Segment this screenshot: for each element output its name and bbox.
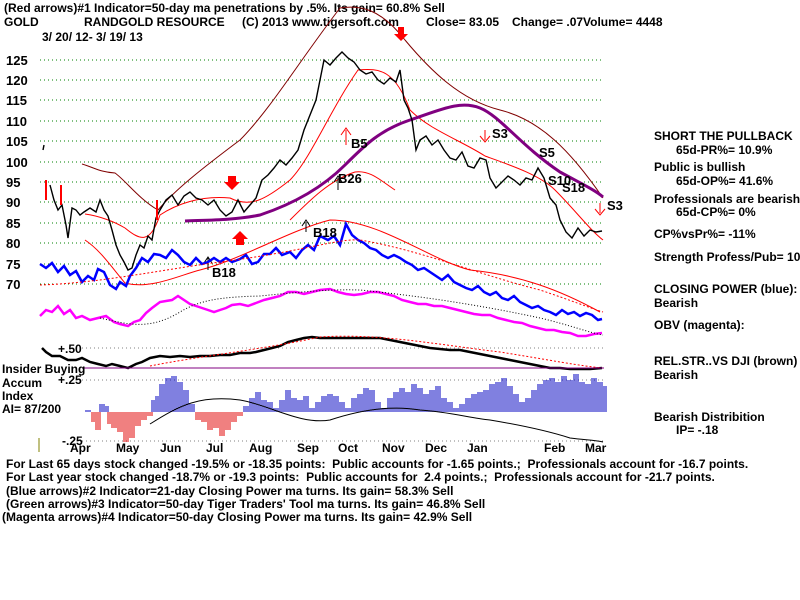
price-bars [42,51,603,271]
relstr-value: Bearish [654,368,699,382]
closing-power-ma [39,239,604,313]
y-tick-110: 110 [6,114,27,129]
month-dec: Dec [425,441,448,455]
public-status: Public is bullish [654,160,746,174]
y-tick-75: 75 [6,257,21,272]
month-mar: Mar [585,441,607,455]
change-label: Change= .07 [512,15,584,29]
company-name: RANDGOLD RESOURCE [84,15,225,29]
label-minus25: -.25 [62,434,83,448]
month-jun: Jun [160,441,182,455]
cp-vs-pr: CP%vsPr%= -11% [654,227,756,241]
annotation-s5: S5 [539,145,555,160]
label-plus50: +.50 [58,342,82,356]
annotation-b18-jul: B18 [212,265,236,280]
label-ai: AI= 87/200 [2,402,62,416]
lower-grid [82,347,604,442]
inner-band [289,171,396,221]
y-tick-120: 120 [6,73,28,88]
volume-label: Volume= 4448 [583,15,663,29]
month-oct: Oct [338,441,359,455]
lower-band [84,219,601,313]
month-aug: Aug [249,441,273,455]
annotation-b26: B26 [338,171,362,186]
footer-blue-arrows: (Blue arrows)#2 Indicator=21-day Closing… [6,484,454,498]
change-value: .07 [566,15,584,29]
closing-power-value: Bearish [654,296,699,310]
footer-green-arrows: (Green arrows)#3 Indicator=50-day Tiger … [6,497,486,511]
y-tick-80: 80 [6,236,21,251]
accum-bars [85,374,607,442]
obv-label: OBV (magenta): [654,318,745,332]
ticker: GOLD [4,15,39,29]
professionals-status: Professionals are bearish [654,192,800,206]
annotation-s3-mar: S3 [607,198,623,213]
obv-line [39,287,603,338]
ma50-line [84,69,604,241]
annotation-b18-aug: B18 [313,225,337,240]
footer-65day: For Last 65 days stock changed -19.5% or… [6,457,749,471]
cp-value: 65d-CP%= 0% [676,205,756,219]
relstr-line [41,335,603,371]
accum-ma [149,398,604,443]
y-tick-95: 95 [6,175,21,190]
relstr-label: REL.STR..VS DJI (brown) [654,354,798,368]
y-tick-100: 100 [6,155,28,170]
closing-power-line [39,220,603,322]
label-accum: Accum [2,376,43,390]
y-tick-90: 90 [6,195,21,210]
close-label: Close= 83.05 [426,15,500,29]
closing-power-label: CLOSING POWER (blue): [654,282,798,296]
footer-year: For Last year stock changed -18.7% or -1… [6,470,715,484]
label-plus25: +.25 [58,373,82,387]
y-tick-105: 105 [6,134,28,149]
close-value: 83.05 [469,15,500,29]
strength-ratio: Strength Profess/Pub= 10 [654,250,800,264]
footer-magenta-arrows: (Magenta arrows)#4 Indicator=50-day Clos… [2,510,473,524]
y-tick-70: 70 [6,277,21,292]
label-insider-buying: Insider Buying [2,362,86,376]
month-apr: Apr [70,441,91,455]
price-grid [40,59,604,285]
signal-label: SHORT THE PULLBACK [654,129,793,143]
pr-value: 65d-PR%= 10.9% [676,143,773,157]
month-jul: Jul [206,441,224,455]
annotation-b5: B5 [351,136,368,151]
ma200-line [184,103,604,223]
month-jan: Jan [467,441,488,455]
month-may: May [116,441,140,455]
copyright: (C) 2013 www.tigersoft.com [242,15,399,29]
y-tick-85: 85 [6,216,21,231]
y-tick-125: 125 [6,53,28,68]
date-range: 3/ 20/ 12- 3/ 19/ 13 [42,30,143,44]
op-value: 65d-OP%= 41.6% [676,174,774,188]
upper-band [81,6,604,211]
annotation-s3-dec: S3 [492,126,508,141]
month-sep: Sep [297,441,320,455]
month-feb: Feb [544,441,566,455]
y-tick-115: 115 [6,93,27,108]
annotation-s10: S10 [548,173,572,188]
month-nov: Nov [382,441,405,455]
annotation-s18: S18 [562,180,586,195]
volume-value: 4448 [635,15,663,29]
label-index: Index [2,389,34,403]
red-arrows [45,27,606,245]
indicator-1-text: (Red arrows)#1 Indicator=50-day ma penet… [4,1,445,15]
ip-value: IP= -.18 [676,423,719,437]
distribution-label: Bearish Distribition [654,410,765,424]
relstr-ma [149,335,604,369]
